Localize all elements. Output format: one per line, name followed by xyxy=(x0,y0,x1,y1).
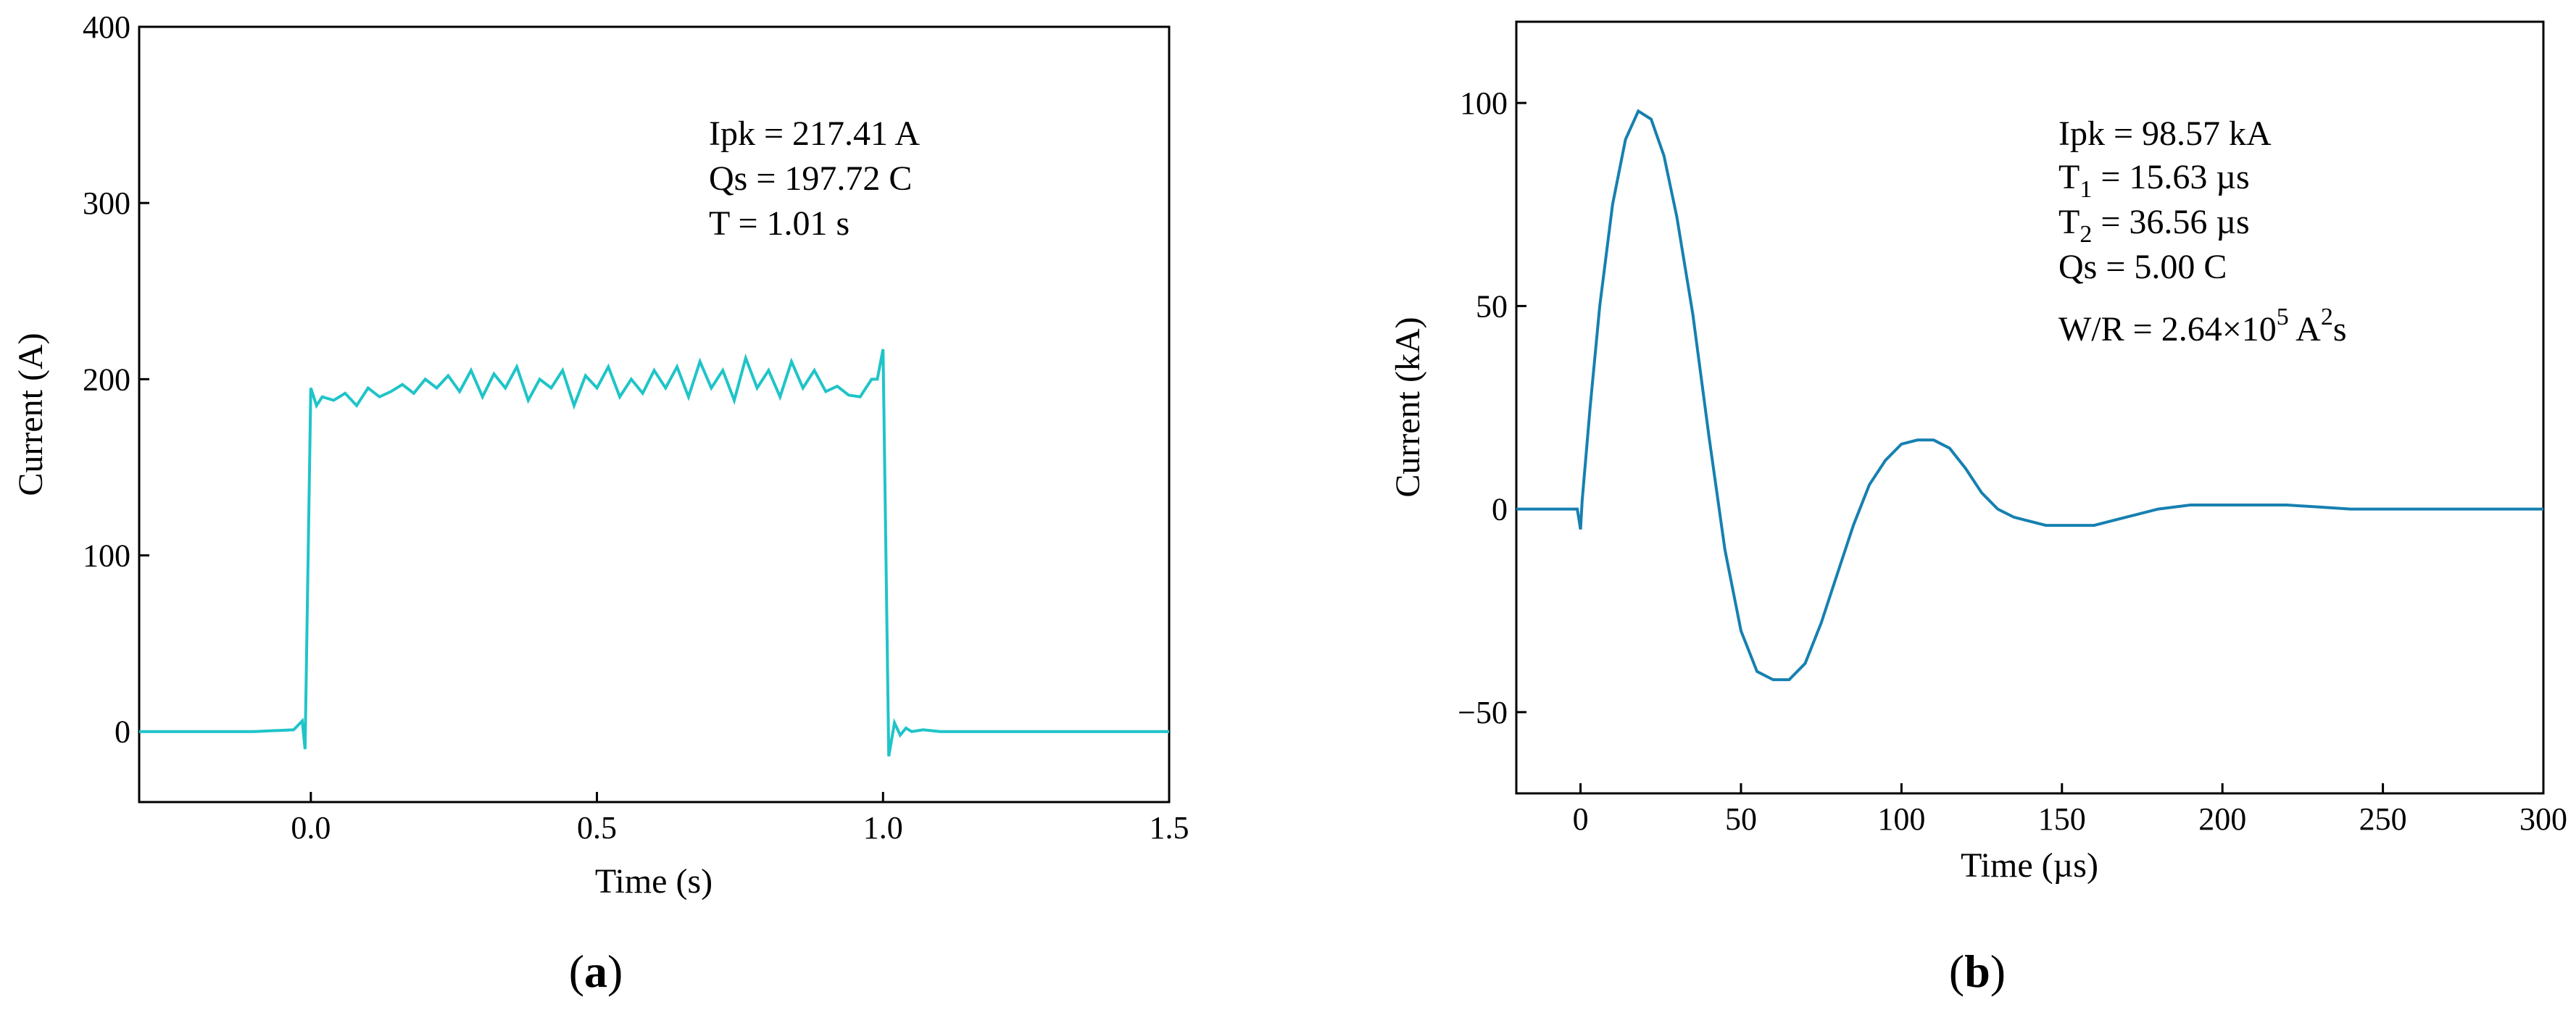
chart-b-panel-label: (b) xyxy=(1949,946,2006,997)
chart-a-panel-letter: a xyxy=(584,946,607,997)
chart-b-annotation-t2: T2 = 36.56 µs xyxy=(2058,203,2250,248)
chart-b-series-line xyxy=(1516,109,2543,682)
chart-a-ytick-label: 0 xyxy=(115,714,130,750)
chart-a-ytick-label: 300 xyxy=(83,185,130,221)
chart-a-xtick-label: 1.5 xyxy=(1150,810,1189,846)
chart-b-annotation-qs: Qs = 5.00 C xyxy=(2058,248,2227,286)
chart-b-panel-letter: b xyxy=(1964,946,1990,997)
chart-b-ytick-label: 100 xyxy=(1460,85,1508,121)
chart-b-xlabel: Time (µs) xyxy=(1961,846,2098,885)
chart-a: 0.0 0.5 1.0 1.5 0 100 200 300 400 Time (s) Curr… xyxy=(12,9,1189,997)
chart-b-annotation-ipk: Ipk = 98.57 kA xyxy=(2058,114,2272,153)
chart-a-annotations: Ipk = 217.41 A Qs = 197.72 C T = 1.01 s xyxy=(709,114,920,243)
chart-b-ytick-label: 50 xyxy=(1476,288,1508,324)
chart-b: 0 50 100 150 200 250 300 −50 0 50 100 Time (µs) C… xyxy=(1389,20,2567,997)
chart-a-xtick-label: 1.0 xyxy=(863,810,903,846)
chart-b-xtick-label: 200 xyxy=(2198,801,2246,837)
chart-a-xlabel: Time (s) xyxy=(595,862,712,901)
chart-b-xtick-label: 100 xyxy=(1877,801,1925,837)
chart-b-xtick-label: 250 xyxy=(2359,801,2407,837)
chart-a-plot-frame xyxy=(138,25,1171,804)
chart-a-annotation-ipk: Ipk = 217.41 A xyxy=(709,114,920,153)
chart-a-xtick-label: 0.5 xyxy=(577,810,617,846)
chart-a-annotation-qs: Qs = 197.72 C xyxy=(709,159,912,198)
chart-b-xtick-label: 50 xyxy=(1725,801,1757,837)
chart-b-plot-frame xyxy=(1515,20,2545,795)
chart-a-ytick-label: 200 xyxy=(83,362,130,397)
chart-a-ylabel: Current (A) xyxy=(12,333,50,496)
chart-a-ytick-label: 400 xyxy=(83,9,130,45)
chart-b-xtick-label: 0 xyxy=(1573,801,1589,837)
chart-b-ylabel: Current (kA) xyxy=(1389,317,1427,497)
chart-b-xtick-label: 150 xyxy=(2038,801,2086,837)
chart-a-annotation-t: T = 1.01 s xyxy=(709,204,849,243)
chart-a-panel-label: (a) xyxy=(569,946,623,997)
chart-b-xtick-label: 300 xyxy=(2519,801,2567,837)
chart-a-series-line xyxy=(139,349,1169,757)
chart-b-annotation-wr: W/R = 2.64×105 A2s xyxy=(2058,304,2347,349)
chart-b-annotations: Ipk = 98.57 kA T1 = 15.63 µs T2 = 36.56 … xyxy=(2058,114,2347,349)
chart-b-annotation-t1: T1 = 15.63 µs xyxy=(2058,158,2250,203)
chart-b-ytick-label: 0 xyxy=(1492,492,1508,527)
chart-a-ytick-label: 100 xyxy=(83,538,130,574)
chart-a-xtick-label: 0.0 xyxy=(291,810,331,846)
chart-b-ytick-label: −50 xyxy=(1458,695,1508,730)
